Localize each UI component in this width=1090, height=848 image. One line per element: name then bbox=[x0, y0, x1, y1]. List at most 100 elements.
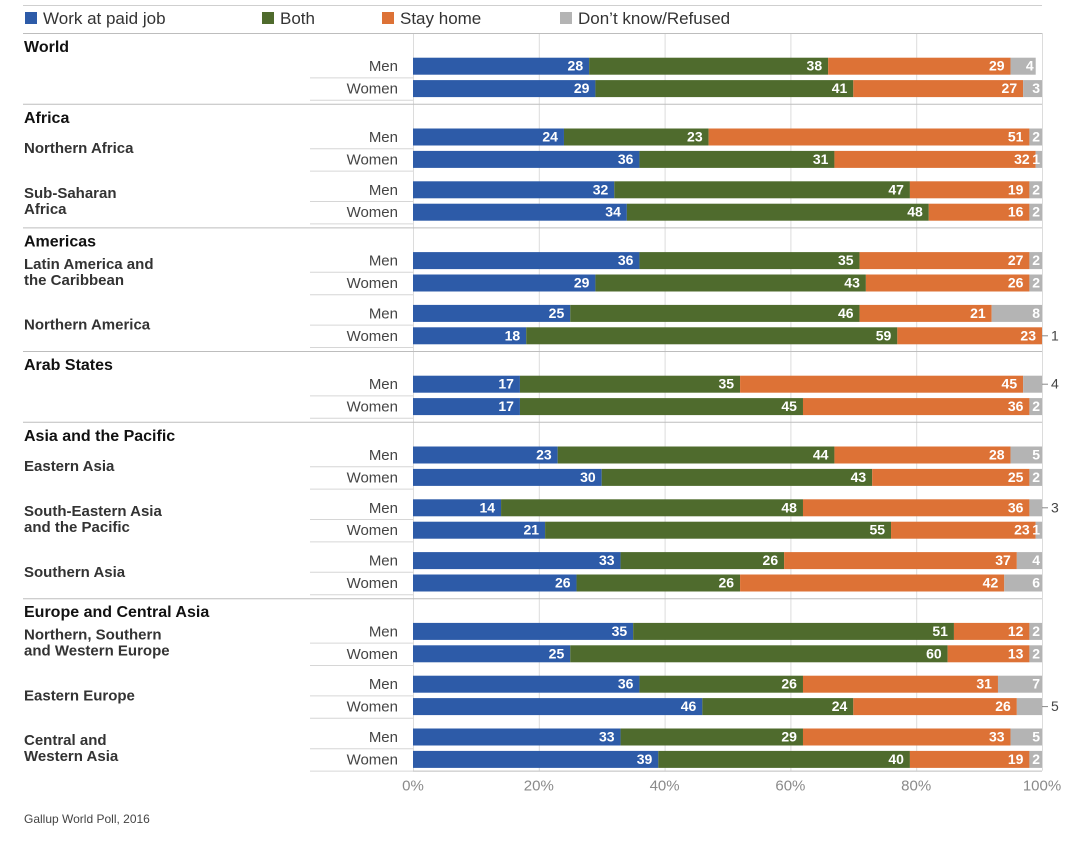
bar-segment bbox=[576, 574, 741, 592]
x-tick-label: 60% bbox=[775, 778, 805, 795]
row-label: Women bbox=[347, 751, 398, 768]
data-label: 29 bbox=[574, 80, 590, 96]
data-label: 48 bbox=[781, 499, 797, 515]
bar-segment bbox=[526, 327, 898, 345]
group-title: Africa bbox=[24, 110, 69, 127]
data-label: 24 bbox=[542, 129, 558, 145]
data-label: 25 bbox=[549, 645, 565, 661]
bar-segment bbox=[865, 274, 1030, 292]
data-label: 26 bbox=[995, 698, 1011, 714]
bar-segment bbox=[802, 728, 1011, 746]
x-axis: 0% 20% 40% 60% 80% 100% bbox=[402, 770, 1061, 795]
data-label: 13 bbox=[1008, 645, 1024, 661]
data-label: 33 bbox=[599, 552, 615, 568]
data-label: 1 bbox=[1032, 151, 1040, 167]
bar-segment bbox=[413, 375, 520, 393]
data-label: 3 bbox=[1032, 80, 1040, 96]
bar-segment bbox=[595, 80, 854, 98]
row-label: Men bbox=[369, 676, 398, 693]
bar-segment bbox=[519, 375, 741, 393]
data-label: 7 bbox=[1032, 676, 1040, 692]
legend-label-both: Both bbox=[280, 9, 315, 28]
row-label: Women bbox=[347, 699, 398, 716]
bar-segment bbox=[897, 327, 1042, 345]
region-label: South-Eastern Asia bbox=[24, 503, 162, 520]
row-label: Men bbox=[369, 129, 398, 146]
data-label: 2 bbox=[1032, 751, 1040, 767]
data-label: 23 bbox=[1020, 327, 1036, 343]
row-label: Women bbox=[347, 646, 398, 663]
row-label: Men bbox=[369, 305, 398, 322]
data-label: 32 bbox=[593, 181, 609, 197]
bar-segment bbox=[1023, 375, 1042, 393]
bar-segment bbox=[413, 698, 703, 716]
data-label: 24 bbox=[832, 698, 848, 714]
bar-segment bbox=[947, 645, 1030, 663]
x-tick-label: 20% bbox=[524, 778, 554, 795]
data-label: 23 bbox=[687, 129, 703, 145]
legend-swatch-stay-home bbox=[382, 12, 394, 24]
data-label: 59 bbox=[876, 327, 892, 343]
data-label: 45 bbox=[781, 398, 797, 414]
bar-segment bbox=[413, 574, 577, 592]
data-label: 2 bbox=[1032, 181, 1040, 197]
bar-segment bbox=[1029, 468, 1042, 486]
bar-segment bbox=[1029, 622, 1042, 640]
row-label: Men bbox=[369, 500, 398, 517]
data-label: 55 bbox=[869, 522, 885, 538]
bar-segment bbox=[909, 181, 1030, 199]
row-label: Women bbox=[347, 399, 398, 416]
group-title: Americas bbox=[24, 233, 96, 250]
data-label: 4 bbox=[1051, 376, 1059, 392]
legend-label-work-at-paid-job: Work at paid job bbox=[43, 9, 166, 28]
region-label: Eastern Asia bbox=[24, 458, 115, 475]
data-label: 29 bbox=[989, 58, 1005, 74]
data-label: 2 bbox=[1032, 645, 1040, 661]
data-label: 26 bbox=[719, 575, 735, 591]
source-note: Gallup World Poll, 2016 bbox=[24, 812, 150, 826]
bar-segment bbox=[413, 675, 640, 693]
data-label: 51 bbox=[932, 623, 948, 639]
bar-segment bbox=[1029, 128, 1042, 146]
data-label: 26 bbox=[763, 552, 779, 568]
bar-segment bbox=[1029, 203, 1042, 221]
data-label: 43 bbox=[844, 275, 860, 291]
bar-segment bbox=[413, 446, 558, 464]
data-label: 1 bbox=[1032, 522, 1040, 538]
bar-segment bbox=[828, 57, 1011, 75]
bar-segment bbox=[633, 622, 954, 640]
data-label: 2 bbox=[1032, 623, 1040, 639]
bar-segment bbox=[802, 398, 1030, 416]
bar-segment bbox=[413, 57, 590, 75]
x-tick-label: 0% bbox=[402, 778, 424, 795]
data-label: 2 bbox=[1032, 204, 1040, 220]
bar-segment bbox=[413, 468, 602, 486]
bar-segment bbox=[953, 622, 1030, 640]
bar-segment bbox=[1004, 574, 1042, 592]
data-label: 2 bbox=[1032, 129, 1040, 145]
bar-segment bbox=[1029, 274, 1042, 292]
bar-segment bbox=[413, 622, 634, 640]
region-label: and the Pacific bbox=[24, 519, 130, 536]
bar-segment bbox=[784, 552, 1017, 570]
row-label: Women bbox=[347, 522, 398, 539]
row-label: Men bbox=[369, 447, 398, 464]
data-label: 2 bbox=[1032, 275, 1040, 291]
data-label: 47 bbox=[888, 181, 904, 197]
data-label: 40 bbox=[888, 751, 904, 767]
bar-segment bbox=[708, 128, 1030, 146]
data-label: 26 bbox=[555, 575, 571, 591]
row-label: Women bbox=[347, 575, 398, 592]
row-label: Women bbox=[347, 151, 398, 168]
bar-segment bbox=[413, 128, 564, 146]
bar-segment bbox=[740, 574, 1005, 592]
region-label: and Western Europe bbox=[24, 643, 170, 660]
bar-segment bbox=[413, 499, 502, 517]
data-label: 38 bbox=[807, 58, 823, 74]
data-label: 5 bbox=[1051, 698, 1059, 714]
x-tick-label: 80% bbox=[901, 778, 931, 795]
region-label: Eastern Europe bbox=[24, 687, 135, 704]
legend-label-stay-home: Stay home bbox=[400, 9, 481, 28]
data-label: 14 bbox=[479, 499, 495, 515]
data-label: 29 bbox=[574, 275, 590, 291]
